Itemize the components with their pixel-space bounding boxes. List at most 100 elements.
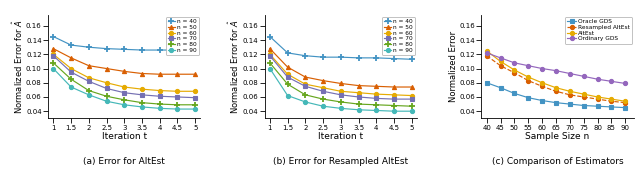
Line: n = 60: n = 60: [51, 52, 197, 93]
n = 70: [355, 96, 362, 98]
Oracle GDS: [524, 97, 532, 99]
n = 50: [355, 84, 362, 87]
Y-axis label: Normalized Error for $\hat{A}$: Normalized Error for $\hat{A}$: [227, 19, 241, 114]
n = 90: [266, 68, 274, 70]
n = 50: [408, 86, 415, 88]
AltEst: [607, 98, 615, 100]
Oracle GDS: [552, 102, 560, 104]
Oracle GDS: [594, 105, 602, 107]
Line: n = 60: n = 60: [268, 52, 414, 98]
Ordinary GDS: [497, 57, 504, 59]
Line: AltEst: AltEst: [484, 49, 627, 103]
Line: Ordinary GDS: Ordinary GDS: [484, 51, 627, 86]
Resampled AltEst: [538, 85, 546, 87]
n = 70: [138, 94, 146, 96]
X-axis label: Iteration t: Iteration t: [102, 132, 147, 141]
n = 80: [67, 78, 75, 80]
Line: n = 50: n = 50: [268, 46, 414, 89]
n = 50: [372, 85, 380, 87]
Ordinary GDS: [594, 78, 602, 80]
n = 90: [355, 109, 362, 111]
Ordinary GDS: [483, 52, 490, 54]
n = 40: [319, 56, 327, 58]
X-axis label: Iteration t: Iteration t: [318, 132, 364, 141]
n = 40: [408, 58, 415, 60]
n = 60: [372, 93, 380, 95]
n = 50: [337, 82, 344, 84]
n = 60: [85, 77, 93, 79]
Oracle GDS: [538, 100, 546, 102]
Resampled AltEst: [566, 94, 573, 96]
n = 50: [266, 48, 274, 50]
n = 70: [408, 98, 415, 100]
n = 40: [284, 52, 291, 54]
n = 40: [372, 57, 380, 59]
Ordinary GDS: [511, 62, 518, 64]
n = 60: [67, 68, 75, 70]
n = 80: [102, 95, 110, 97]
n = 40: [191, 48, 199, 50]
Resampled AltEst: [594, 98, 602, 100]
Resampled AltEst: [524, 80, 532, 82]
n = 70: [67, 71, 75, 73]
n = 70: [337, 94, 344, 96]
AltEst: [594, 96, 602, 98]
n = 40: [390, 58, 398, 60]
Resampled AltEst: [511, 72, 518, 74]
n = 60: [49, 53, 57, 55]
n = 40: [355, 57, 362, 59]
n = 80: [120, 99, 128, 101]
n = 60: [173, 90, 181, 92]
n = 90: [85, 94, 93, 96]
Line: n = 80: n = 80: [50, 59, 198, 108]
Text: (a) Error for AltEst: (a) Error for AltEst: [83, 158, 165, 166]
n = 60: [102, 82, 110, 84]
n = 90: [156, 107, 164, 109]
AltEst: [580, 93, 588, 95]
n = 60: [319, 87, 327, 89]
n = 70: [390, 98, 398, 100]
Line: n = 70: n = 70: [268, 54, 414, 101]
n = 90: [191, 108, 199, 110]
n = 50: [102, 68, 110, 70]
n = 90: [408, 110, 415, 112]
Line: n = 40: n = 40: [50, 33, 198, 54]
n = 80: [390, 104, 398, 106]
n = 60: [266, 53, 274, 55]
n = 80: [266, 62, 274, 64]
n = 50: [138, 73, 146, 75]
n = 40: [85, 46, 93, 48]
Oracle GDS: [483, 82, 490, 84]
n = 70: [156, 95, 164, 97]
n = 60: [120, 86, 128, 88]
n = 60: [337, 90, 344, 92]
n = 60: [191, 90, 199, 92]
Line: n = 90: n = 90: [51, 66, 197, 111]
n = 80: [319, 98, 327, 100]
Oracle GDS: [621, 107, 629, 109]
n = 70: [372, 97, 380, 99]
n = 60: [408, 94, 415, 96]
n = 90: [284, 94, 291, 96]
n = 90: [120, 104, 128, 106]
n = 90: [49, 68, 57, 70]
Oracle GDS: [497, 87, 504, 89]
n = 70: [120, 92, 128, 94]
n = 70: [284, 76, 291, 78]
n = 80: [85, 90, 93, 92]
AltEst: [552, 87, 560, 89]
n = 60: [301, 83, 309, 85]
n = 80: [49, 62, 57, 64]
n = 40: [138, 49, 146, 51]
Resampled AltEst: [580, 96, 588, 98]
n = 60: [390, 94, 398, 96]
AltEst: [621, 100, 629, 102]
n = 50: [284, 66, 291, 68]
n = 70: [301, 85, 309, 87]
n = 80: [191, 104, 199, 106]
n = 70: [173, 96, 181, 98]
n = 90: [138, 106, 146, 108]
n = 70: [102, 87, 110, 89]
n = 90: [301, 101, 309, 103]
Line: n = 50: n = 50: [51, 46, 197, 76]
